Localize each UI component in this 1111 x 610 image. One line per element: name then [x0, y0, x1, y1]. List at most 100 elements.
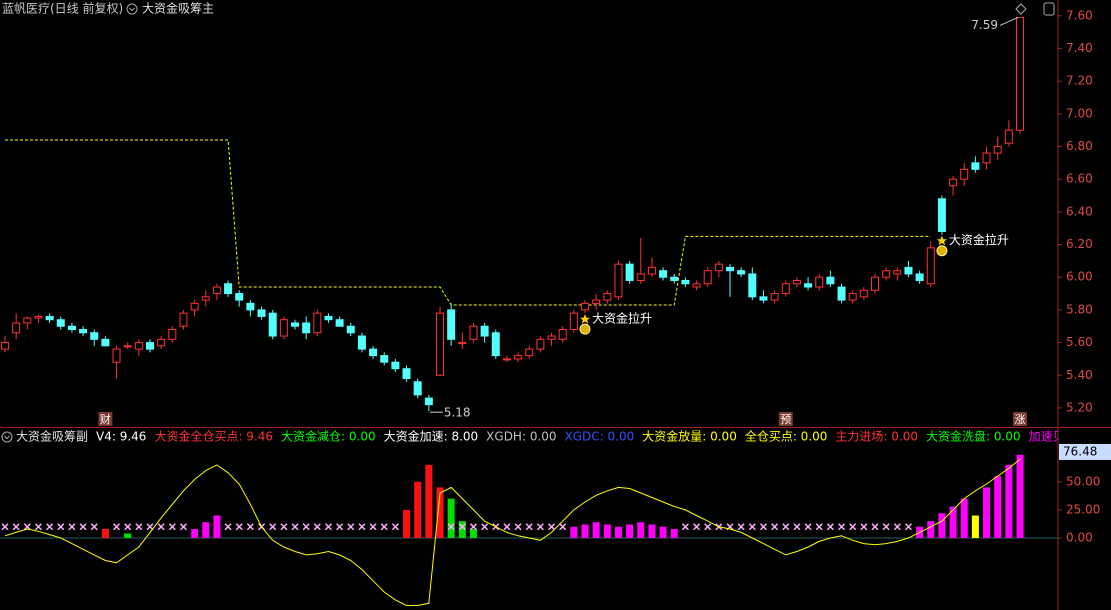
candle-body — [815, 276, 824, 288]
cross-marker — [893, 523, 901, 531]
window-icon[interactable] — [1043, 2, 1055, 16]
candle-body — [859, 289, 868, 298]
low-label: 5.18 — [444, 406, 471, 420]
indicator-bar — [101, 529, 109, 538]
cross-marker — [235, 523, 243, 531]
candle-body — [380, 355, 389, 363]
right-axis: 5.20 5.40 5.60 5.80 6.00 6.20 6.40 6.60 6.80 7.00… — [1058, 8, 1111, 545]
indicator-bar — [570, 526, 578, 538]
candle-body — [491, 332, 500, 357]
candle-body — [893, 270, 902, 275]
cross-marker — [849, 523, 857, 531]
candle-body — [558, 329, 567, 340]
cross-marker — [503, 523, 511, 531]
indicator-bar — [213, 515, 221, 538]
indicator-bar — [414, 481, 422, 538]
candle-body — [157, 338, 166, 347]
cross-marker — [291, 523, 299, 531]
candle-body — [34, 315, 43, 319]
indicator-bar — [458, 521, 466, 538]
candle-body — [235, 293, 244, 301]
cross-marker — [860, 523, 868, 531]
cross-marker — [871, 523, 879, 531]
candle-body — [848, 293, 857, 301]
candle-body — [837, 286, 846, 301]
candle-body — [369, 348, 378, 357]
candle-body — [681, 279, 690, 285]
indicator-bar — [659, 526, 667, 538]
event-label: 预 — [780, 413, 791, 426]
indicator-bar — [927, 521, 935, 538]
candle-body — [424, 397, 433, 406]
cross-marker — [737, 523, 745, 531]
high-pointer — [999, 16, 1019, 26]
indicator-bar — [960, 498, 968, 538]
candle-body — [759, 296, 768, 301]
signal-star — [580, 314, 590, 324]
cross-marker — [347, 523, 355, 531]
legend-entry: XGDC: 0.00 — [565, 430, 635, 444]
indicator-bar — [124, 533, 132, 538]
y-tick-label: 7.00 — [1066, 106, 1093, 120]
candle-body — [335, 319, 344, 327]
legend-entry: 大资金放量: 0.00 — [642, 429, 737, 444]
y-tick-label: 7.20 — [1066, 74, 1093, 88]
y-tick-label: 6.20 — [1066, 237, 1093, 251]
candle-body — [212, 286, 221, 295]
indicator-bar — [949, 506, 957, 538]
cross-marker — [771, 523, 779, 531]
candle-body — [436, 312, 444, 376]
cross-marker — [704, 523, 712, 531]
candle-body — [146, 342, 154, 350]
event-box — [98, 412, 113, 426]
candle-body — [670, 276, 679, 281]
cross-marker — [68, 523, 76, 531]
stock-title: 蓝帆医疗(日线 前复权) — [2, 1, 123, 16]
indicator-bar — [469, 529, 477, 538]
cross-marker — [23, 523, 31, 531]
cross-marker — [681, 523, 689, 531]
support-line — [5, 139, 931, 306]
indicator-bar — [626, 524, 634, 538]
candle-body — [79, 329, 88, 334]
cross-marker — [124, 523, 132, 531]
candle-body — [937, 198, 946, 232]
candle-body — [971, 162, 980, 170]
legend-entry: 主力进场: 0.00 — [835, 430, 918, 444]
indicator-bar — [447, 498, 455, 538]
dropdown-icon[interactable] — [126, 3, 138, 15]
candle-body — [614, 263, 623, 298]
indicator-bar — [436, 487, 444, 538]
candle-body — [402, 368, 411, 380]
dropdown-icon[interactable] — [1, 431, 13, 443]
candle-body — [23, 317, 32, 324]
candle-body — [45, 315, 54, 321]
candle-body — [960, 168, 969, 180]
candle-body — [514, 355, 523, 360]
candle-body — [268, 312, 277, 337]
cross-marker — [782, 523, 790, 531]
signal-label: 大资金拉升 — [592, 311, 652, 326]
cross-marker — [793, 523, 801, 531]
candle-body — [257, 309, 266, 317]
indicator-bar — [648, 524, 656, 538]
cross-marker — [358, 523, 366, 531]
candle-body — [636, 273, 645, 281]
candle-body — [469, 325, 478, 340]
legend-entry: 大资金减仓: 0.00 — [281, 429, 376, 444]
legend-entry: V4: 9.46 — [96, 430, 146, 444]
indicator-bar — [403, 509, 411, 538]
signal-label: 大资金拉升 — [949, 232, 1009, 247]
high-label: 7.59 — [971, 18, 998, 32]
event-label: 财 — [100, 412, 111, 426]
cross-marker — [46, 523, 54, 531]
candle-body — [313, 312, 322, 334]
cross-marker — [224, 523, 232, 531]
candle-body — [926, 247, 935, 285]
cross-marker — [302, 523, 310, 531]
event-box — [778, 412, 793, 426]
indicator-bar — [614, 526, 622, 538]
legend-entry: 加速见顶: 72.71 — [1029, 430, 1111, 444]
diamond-icon[interactable] — [1015, 3, 1027, 15]
